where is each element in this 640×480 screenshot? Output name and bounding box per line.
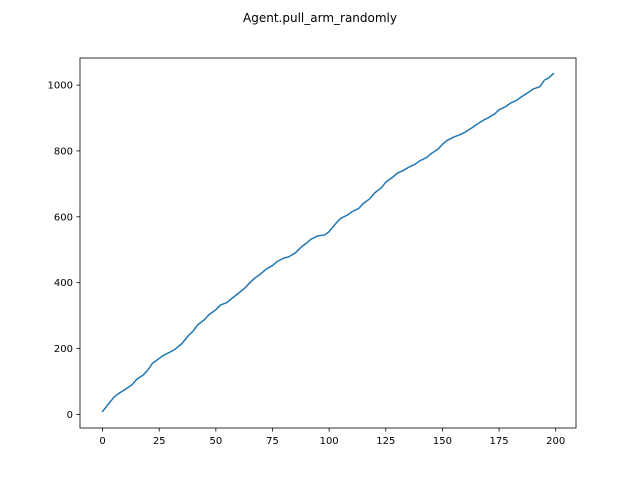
x-tick-label: 25 [153,436,166,447]
y-tick-label: 800 [54,146,73,157]
chart-title: Agent.pull_arm_randomly [243,11,397,25]
x-tick-label: 175 [490,436,509,447]
x-tick-label: 50 [209,436,222,447]
x-tick-label: 100 [320,436,339,447]
y-tick-label: 0 [67,410,73,421]
x-axis: 0 25 50 75 100 125 150 175 200 [99,428,565,447]
x-tick-label: 0 [99,436,105,447]
x-tick-label: 125 [376,436,395,447]
y-tick-label: 400 [54,278,73,289]
plot-area [80,58,576,428]
x-tick-label: 150 [433,436,452,447]
y-tick-label: 200 [54,344,73,355]
y-tick-label: 1000 [48,81,73,92]
y-axis: 0 200 400 600 800 1000 [48,81,80,421]
y-tick-label: 600 [54,212,73,223]
series-line [101,72,555,413]
plot-frame [79,57,577,429]
x-tick-label: 200 [546,436,565,447]
x-tick-label: 75 [266,436,279,447]
